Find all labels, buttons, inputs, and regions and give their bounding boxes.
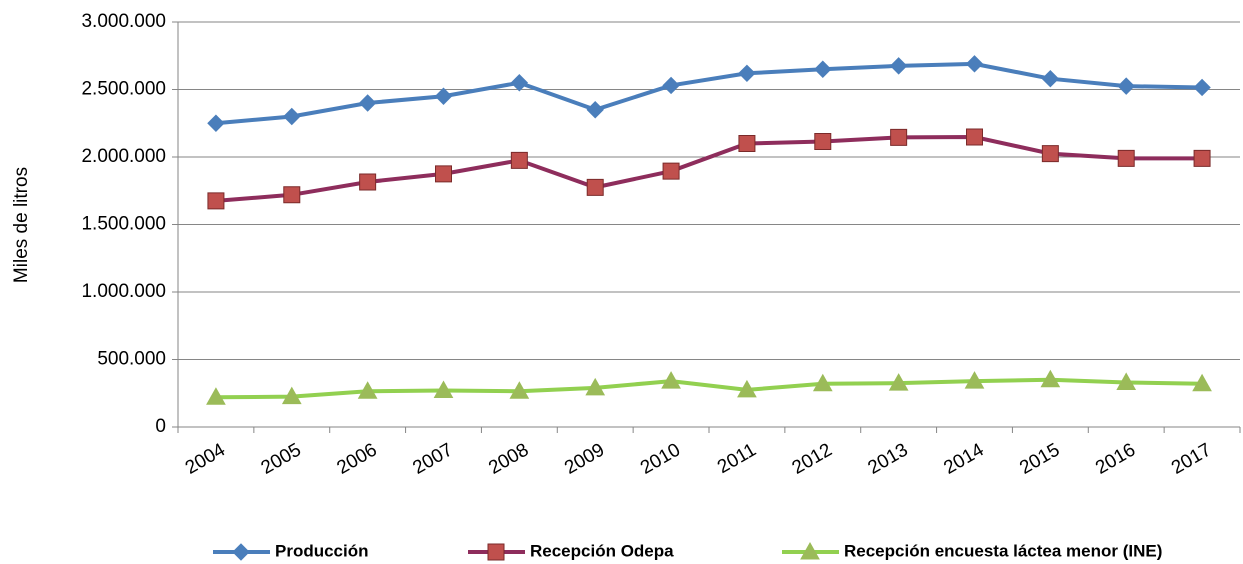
point xyxy=(1117,77,1135,95)
point xyxy=(966,128,983,146)
point xyxy=(206,387,226,405)
x-tick-label: 2016 xyxy=(1092,439,1139,478)
point xyxy=(283,186,301,204)
point xyxy=(1117,149,1135,167)
point xyxy=(1192,373,1212,392)
point xyxy=(1040,369,1061,388)
point xyxy=(281,386,302,405)
point xyxy=(509,381,530,399)
x-tick-label: 2017 xyxy=(1168,439,1215,478)
point xyxy=(510,151,528,169)
point xyxy=(964,371,985,389)
point xyxy=(510,74,529,92)
legend-label: Recepción Odepa xyxy=(530,541,674,560)
point xyxy=(738,135,756,152)
x-tick-label: 2015 xyxy=(1016,439,1063,478)
point xyxy=(585,377,606,396)
point xyxy=(434,87,453,105)
y-tick-label: 1.500.000 xyxy=(81,214,166,235)
x-tick-label: 2013 xyxy=(865,439,912,478)
point xyxy=(814,132,832,150)
x-tick-label: 2006 xyxy=(334,439,381,478)
y-tick-label: 1.000.000 xyxy=(81,281,166,302)
point xyxy=(888,373,909,391)
point xyxy=(1041,69,1060,88)
point xyxy=(662,76,680,95)
series-line xyxy=(215,61,1203,126)
point xyxy=(207,114,225,132)
point xyxy=(1041,145,1059,163)
point xyxy=(358,94,377,112)
legend-label: Producción xyxy=(275,541,369,560)
y-tick-label: 3.000.000 xyxy=(81,11,166,32)
point xyxy=(435,165,452,183)
point xyxy=(1193,149,1211,167)
point xyxy=(1193,78,1211,97)
x-tick-label: 2009 xyxy=(561,439,608,478)
legend-marker xyxy=(232,543,250,561)
point xyxy=(812,373,833,392)
point xyxy=(965,55,984,73)
point xyxy=(586,101,604,119)
y-tick-label: 0 xyxy=(155,416,166,437)
point xyxy=(890,128,908,146)
point xyxy=(661,371,681,389)
legend-marker xyxy=(487,543,505,561)
point xyxy=(586,178,604,196)
y-tick-label: 2.500.000 xyxy=(81,79,166,100)
point xyxy=(889,57,908,75)
point xyxy=(662,162,680,180)
x-tick-label: 2014 xyxy=(940,439,987,479)
x-tick-label: 2005 xyxy=(258,439,305,478)
series-line xyxy=(215,377,1203,400)
point xyxy=(283,107,301,126)
point xyxy=(357,381,378,399)
x-tick-label: 2012 xyxy=(789,439,836,478)
y-axis-label: Miles de litros xyxy=(11,167,32,283)
point xyxy=(737,379,757,398)
x-tick-label: 2011 xyxy=(714,439,760,478)
y-tick-label: 2.000.000 xyxy=(81,146,166,167)
series-line xyxy=(215,135,1203,203)
point xyxy=(359,173,377,191)
legend-marker xyxy=(800,541,820,560)
legend-label: Recepción encuesta láctea menor (INE) xyxy=(844,541,1162,560)
point xyxy=(207,192,225,210)
point xyxy=(433,380,454,399)
y-tick-label: 500.000 xyxy=(97,349,166,370)
point xyxy=(814,60,832,78)
point xyxy=(1116,372,1137,390)
x-tick-label: 2004 xyxy=(182,439,229,479)
point xyxy=(738,64,756,83)
x-tick-label: 2008 xyxy=(485,439,532,478)
x-tick-label: 2007 xyxy=(409,439,456,478)
x-tick-label: 2010 xyxy=(637,439,684,478)
